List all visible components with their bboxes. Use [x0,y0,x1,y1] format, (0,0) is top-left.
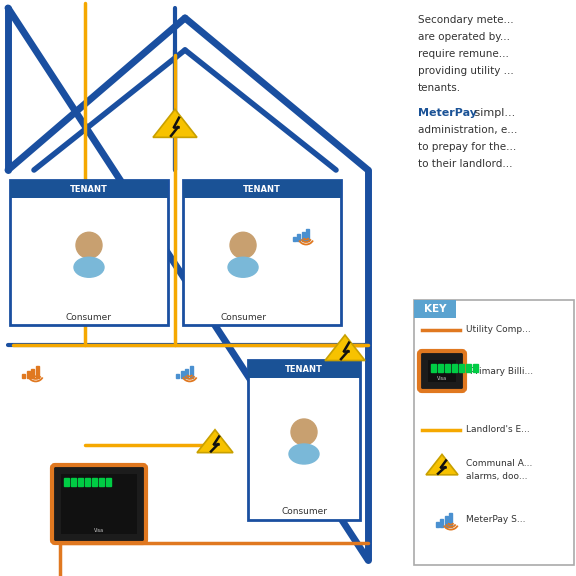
Bar [78,478,83,486]
Bar [445,364,450,372]
Bar [438,364,443,372]
Bar [92,478,97,486]
Bar [99,478,104,486]
Circle shape [291,419,317,445]
Text: KEY: KEY [424,304,446,314]
Bar [440,519,443,527]
Bar [71,478,76,486]
Text: Landlord's E...: Landlord's E... [466,426,530,434]
Bar [435,522,438,527]
Bar [176,374,179,378]
Bar [302,232,305,241]
Text: Consumer: Consumer [281,507,327,517]
Bar [85,478,90,486]
Bar [466,364,471,372]
Text: Visa: Visa [437,376,447,381]
Text: Visa: Visa [94,528,104,532]
Bar [183,180,341,198]
Bar [473,364,478,372]
Text: require remune...: require remune... [418,49,509,59]
Text: Secondary mete...: Secondary mete... [418,15,514,25]
Polygon shape [197,430,233,453]
Bar [61,474,137,534]
Polygon shape [426,454,458,475]
Text: Utility Comp...: Utility Comp... [466,325,530,335]
Bar [414,300,456,318]
Bar [248,360,360,520]
Bar [449,513,452,527]
Text: Consumer: Consumer [66,313,112,321]
Bar [183,180,341,325]
Text: alarms, doo...: alarms, doo... [466,472,528,482]
Text: MeterPay S...: MeterPay S... [466,516,525,525]
Polygon shape [153,109,197,137]
Text: Primary Billi...: Primary Billi... [470,367,533,377]
Bar [306,229,309,241]
Bar [445,516,448,527]
FancyBboxPatch shape [419,351,465,391]
Text: simpl...: simpl... [471,108,516,118]
Text: TENANT: TENANT [285,365,323,373]
Bar [414,300,574,565]
Bar [181,372,184,378]
Bar [190,366,193,378]
Text: administration, e...: administration, e... [418,125,517,135]
Bar [64,478,69,486]
FancyBboxPatch shape [52,465,146,543]
Bar [428,360,456,382]
Text: are operated by...: are operated by... [418,32,510,42]
Polygon shape [325,335,365,361]
Bar [27,372,30,378]
Bar [32,369,35,378]
Bar [431,364,436,372]
Circle shape [230,232,256,258]
Bar [10,180,168,198]
Text: TENANT: TENANT [243,184,281,194]
Circle shape [76,232,102,258]
Text: providing utility ...: providing utility ... [418,66,514,76]
Text: tenants.: tenants. [418,83,461,93]
Ellipse shape [228,257,258,277]
Bar [106,478,111,486]
Text: TENANT: TENANT [70,184,108,194]
Bar [22,374,25,378]
Ellipse shape [74,257,104,277]
Bar [10,180,168,325]
Bar [459,364,464,372]
Bar [452,364,457,372]
Bar [248,360,360,378]
Ellipse shape [289,444,319,464]
Text: MeterPay: MeterPay [418,108,477,118]
Bar [36,366,39,378]
Text: Communal A...: Communal A... [466,460,532,468]
Text: to prepay for the...: to prepay for the... [418,142,516,152]
Bar [185,369,188,378]
Bar [297,234,300,241]
Bar [293,237,295,241]
Text: Consumer: Consumer [220,313,266,321]
Text: to their landlord...: to their landlord... [418,159,513,169]
